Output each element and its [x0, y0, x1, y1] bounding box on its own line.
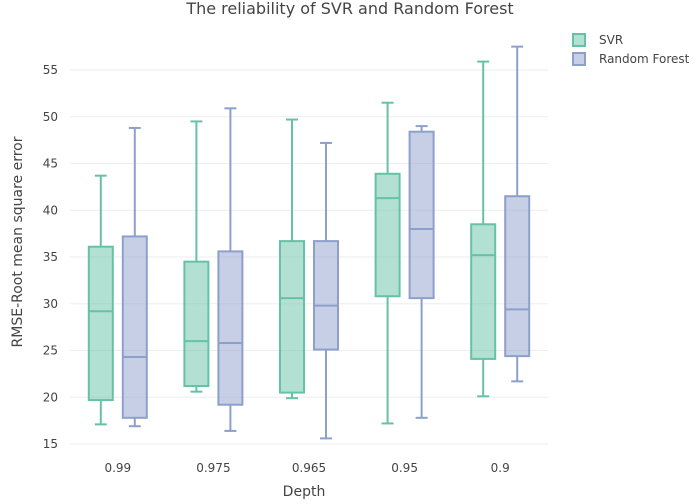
- x-tick-label: 0.9: [491, 461, 510, 475]
- iqr-box: [470, 223, 497, 360]
- box-random-forest: [217, 107, 244, 432]
- box-svr: [279, 118, 305, 400]
- y-tick-label: 50: [43, 110, 58, 124]
- box-svr: [374, 101, 401, 425]
- iqr-box: [408, 130, 435, 300]
- chart-title: The reliability of SVR and Random Forest: [185, 0, 513, 18]
- iqr-box: [87, 245, 114, 402]
- legend-label: Random Forest: [599, 52, 690, 66]
- legend-label: SVR: [599, 33, 623, 47]
- iqr-box: [504, 195, 531, 358]
- iqr-box: [217, 250, 244, 406]
- iqr-box: [374, 172, 401, 298]
- box-random-forest: [121, 126, 148, 428]
- iqr-box: [183, 260, 210, 388]
- x-tick-label: 0.975: [196, 461, 230, 475]
- x-tick-label: 0.95: [391, 461, 418, 475]
- box-svr: [470, 60, 497, 398]
- y-tick-label: 30: [43, 297, 58, 311]
- box-svr: [87, 174, 114, 426]
- y-tick-label: 20: [43, 390, 58, 404]
- iqr-box: [121, 235, 148, 419]
- iqr-box: [313, 240, 339, 351]
- y-tick-label: 25: [43, 344, 58, 358]
- y-tick-label: 40: [43, 203, 58, 217]
- box-random-forest: [408, 125, 435, 419]
- x-tick-label: 0.99: [104, 461, 131, 475]
- legend-swatch: [572, 52, 586, 66]
- x-axis-label: Depth: [283, 484, 326, 500]
- y-tick-label: 15: [43, 437, 58, 451]
- y-axis-label: RMSE-Root mean square error: [10, 136, 26, 347]
- legend-swatch: [572, 33, 586, 47]
- y-tick-label: 45: [43, 157, 58, 171]
- box-random-forest: [313, 141, 339, 440]
- box-random-forest: [504, 45, 531, 383]
- x-tick-label: 0.965: [292, 461, 326, 475]
- iqr-box: [279, 240, 305, 394]
- box-svr: [183, 120, 210, 393]
- y-tick-label: 55: [43, 63, 58, 77]
- y-tick-label: 35: [43, 250, 58, 264]
